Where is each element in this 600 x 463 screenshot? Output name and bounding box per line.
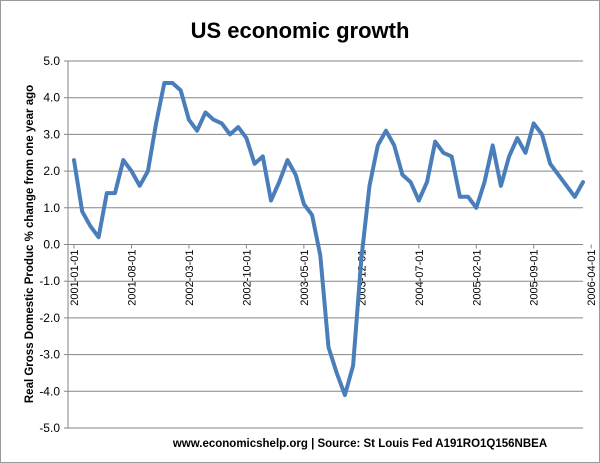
x-tick-label: 2003-05-01 — [299, 250, 311, 306]
y-axis-label: Real Gross Domestic Produc % change from… — [24, 85, 36, 403]
y-tick-label: -2.0 — [39, 311, 60, 325]
y-tick-label: -4.0 — [39, 384, 60, 398]
source-note: www.economicshelp.org | Source: St Louis… — [172, 438, 547, 450]
x-tick-label: 2006-04-01 — [586, 250, 598, 306]
y-tick-labels: 5.0 4.0 3.0 2.0 1.0 0.0 -1.0 -2.0 -3.0 -4.0 -5.0 — [39, 54, 60, 435]
y-tick-label: -1.0 — [39, 274, 60, 288]
x-tick-labels: 2001-01-01 2001-08-01 2002-03-01 2002-10-01… — [69, 244, 598, 306]
y-tick-label: 1.0 — [43, 201, 60, 215]
y-tick-label: 5.0 — [43, 54, 60, 68]
x-tick-label: 2002-10-01 — [241, 250, 253, 306]
y-tick-label: -5.0 — [39, 421, 60, 435]
x-tick-label: 2002-03-01 — [184, 250, 196, 306]
x-tick-label: 2004-07-01 — [414, 250, 426, 306]
x-tick-label: 2005-02-01 — [471, 250, 483, 306]
y-tick-label: 4.0 — [43, 91, 60, 105]
gdp-growth-line — [72, 81, 585, 397]
y-tick-label: 3.0 — [43, 127, 60, 141]
x-tick-label: 2001-08-01 — [126, 250, 138, 306]
y-tick-label: -3.0 — [39, 348, 60, 362]
x-tick-label: 2001-01-01 — [69, 250, 81, 306]
chart-title: US economic growth — [191, 18, 410, 43]
y-tick-label: 0.0 — [43, 238, 60, 252]
y-tick-label: 2.0 — [43, 164, 60, 178]
x-tick-label: 2005-09-01 — [529, 250, 541, 306]
